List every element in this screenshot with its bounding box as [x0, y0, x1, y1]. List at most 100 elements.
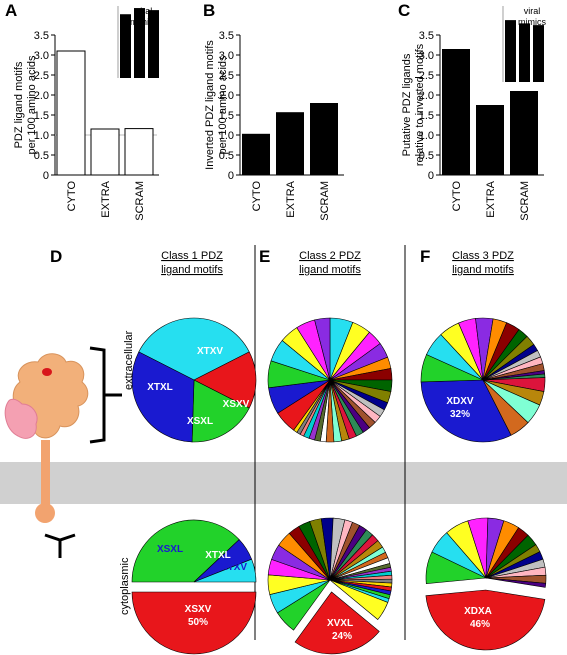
extracellular-bracket: [89, 346, 106, 444]
y-axis-label-line: per 100 amino acids: [217, 55, 229, 155]
y-tick-label: 2.5: [219, 70, 234, 82]
panel-letter-e: E: [259, 247, 270, 266]
pie-slice: [420, 379, 512, 443]
pie-slice-xtxl: [131, 351, 195, 443]
class3-title-line1: Class 3 PDZ: [452, 250, 514, 262]
y-tick-label: 1.0: [419, 130, 434, 142]
bar-extra: [90, 128, 120, 176]
inset-bar: [505, 20, 516, 82]
cytoplasmic-bracket: [44, 533, 76, 542]
y-tick-label: 2.0: [219, 90, 234, 102]
pie-slice: [329, 579, 389, 620]
panel-letter-c: C: [398, 1, 410, 20]
inset-bar: [148, 10, 159, 78]
y-axis-label-line: per 100 amino acids: [26, 55, 38, 155]
class3-title-line2: ligand motifs: [452, 264, 514, 276]
pie-slice: [425, 589, 546, 651]
bar-cyto: [242, 133, 270, 175]
pie-class3-cytoplasmic: XDXA 46%: [425, 517, 547, 651]
bar-scram: [124, 128, 154, 176]
slice-label-xtxv: XTXV: [197, 346, 223, 357]
inset-bar: [533, 25, 544, 82]
inset-bar: [120, 14, 131, 79]
slice-label-xsxl: XSXL: [187, 416, 213, 427]
slice-label-xsxv-pct: 50%: [188, 617, 208, 628]
category-label: CYTO: [251, 181, 263, 212]
y-tick-label: 3.5: [419, 30, 434, 42]
pie-slice: [314, 317, 331, 381]
bar-scram: [310, 103, 338, 175]
bar-chart-a: 0 0.5 1.0 1.5 2.0 2.5 3.0 3.5 PDZ ligand motifsp…: [13, 6, 159, 221]
pie-class1-extracellular: XTXV XSXV XSXL XTXL: [131, 317, 257, 443]
bar-scram: [510, 91, 538, 175]
pie-class3-extracellular: XDXV 32%: [420, 317, 546, 443]
y-axis-label-line: PDZ ligand motifs: [13, 61, 25, 148]
class1-title-line2: ligand motifs: [161, 264, 223, 276]
protein-stalk: [41, 440, 50, 510]
panel-letter-d: D: [50, 247, 62, 266]
pie-slice-xsxv: [131, 591, 257, 655]
category-label: CYTO: [451, 181, 463, 212]
slice-label-xdxa: XDXA: [464, 606, 492, 617]
y-tick-label: 3.5: [34, 30, 49, 42]
category-label: EXTRA: [100, 180, 112, 217]
cytoplasmic-label: cytoplasmic: [119, 557, 131, 615]
bar-extra: [476, 105, 504, 175]
y-tick-label: 2.0: [419, 90, 434, 102]
class2-title-line2: ligand motifs: [299, 264, 361, 276]
y-tick-label: 2.5: [34, 70, 49, 82]
slice-label-xsxv: XSXV: [185, 604, 212, 615]
pie-slice-xsxl: [191, 379, 250, 443]
slice-label-xvxl-pct: 24%: [332, 631, 352, 642]
y-tick-label: 0.5: [34, 150, 49, 162]
pie-slice: [482, 379, 529, 436]
y-axis-label: Putative PDZ ligandsrelative to inverted…: [401, 43, 426, 166]
y-axis-label-line: relative to inverted motifs: [414, 43, 426, 166]
y-tick-label: 0: [43, 170, 49, 182]
protein-red-site: [42, 368, 52, 376]
bar-cyto: [56, 50, 86, 176]
y-tick-label: 3.0: [34, 50, 49, 62]
category-label: EXTRA: [485, 180, 497, 217]
y-tick-label: 1.5: [419, 110, 434, 122]
category-label: SCRAM: [319, 181, 331, 221]
protein-pink-domain: [4, 398, 38, 439]
inset-bar: [519, 23, 530, 82]
protein-anchor: [35, 503, 55, 523]
y-tick-label: 0.5: [219, 150, 234, 162]
panel-letter-b: B: [203, 1, 215, 20]
slice-label-xvxl: XVXL: [327, 618, 353, 629]
class2-title-line1: Class 2 PDZ: [299, 250, 361, 262]
slice-label-xtxl: XTXL: [205, 550, 231, 561]
slice-label-xdxa-pct: 46%: [470, 619, 490, 630]
y-tick-label: 1.0: [34, 130, 49, 142]
pie-slice-xtxv: [193, 558, 257, 583]
slice-label-xdxv: XDXV: [446, 396, 474, 407]
pie-class2-extracellular: [267, 317, 393, 443]
y-tick-label: 3.0: [219, 50, 234, 62]
pie-slice-xtxv: [138, 317, 250, 381]
category-label: SCRAM: [519, 181, 531, 221]
y-tick-label: 3.0: [419, 50, 434, 62]
class1-title-line1: Class 1 PDZ: [161, 250, 223, 262]
y-tick-label: 2.0: [34, 90, 49, 102]
bar-extra: [276, 112, 304, 175]
inset-bar: [134, 8, 145, 78]
slice-label-xtxl: XTXL: [147, 382, 173, 393]
y-tick-label: 0.5: [419, 150, 434, 162]
panel-letter-f: F: [420, 247, 430, 266]
slice-label-xdxv-pct: 32%: [450, 409, 470, 420]
pie-slice-xsxl: [131, 519, 240, 583]
inset-label: mimics: [518, 17, 546, 27]
pie-slice: [294, 591, 380, 655]
category-label: SCRAM: [134, 181, 146, 221]
pie-class2-cytoplasmic: XVXL 24%: [267, 517, 393, 655]
y-axis-label-line: Putative PDZ ligands: [401, 53, 413, 156]
y-axis-label: PDZ ligand motifsper 100 amino acids: [13, 55, 38, 155]
membrane-band: [0, 462, 567, 504]
category-label: CYTO: [66, 181, 78, 212]
protein-illustration: [4, 353, 89, 523]
